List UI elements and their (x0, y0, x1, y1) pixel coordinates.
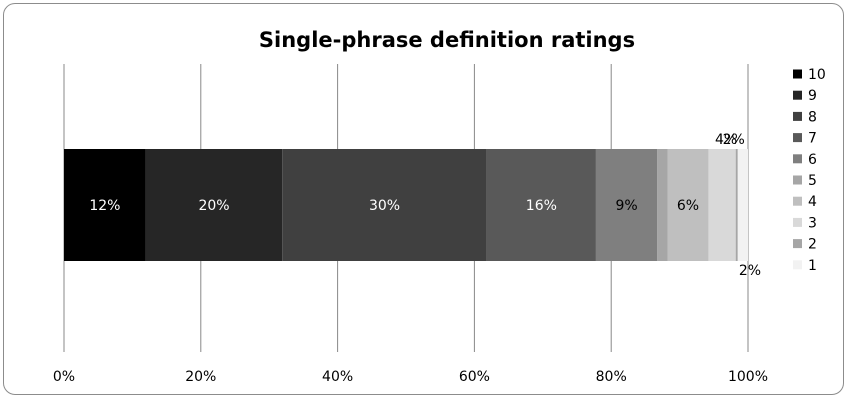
data-label: 16% (526, 198, 557, 214)
legend-label: 5 (808, 173, 817, 189)
data-label: 4% (715, 132, 737, 148)
data-label: 2% (739, 263, 761, 279)
legend-swatch-6 (793, 154, 802, 164)
bar-segment-10 (64, 149, 146, 261)
data-label: 30% (369, 198, 400, 214)
x-tick-label: 60% (459, 369, 490, 385)
legend-label: 4 (808, 194, 817, 210)
x-tick-label: 100% (728, 369, 768, 385)
legend-swatch-4 (793, 196, 802, 206)
legend-label: 8 (808, 109, 817, 125)
legend-label: 3 (808, 215, 817, 231)
legend-label: 2 (808, 237, 817, 253)
legend-swatch-7 (793, 133, 802, 143)
legend-swatch-5 (793, 175, 802, 185)
bar-segment-2 (735, 149, 738, 261)
bar-segment-9 (145, 149, 283, 261)
data-label: 9% (616, 198, 638, 214)
chart-title: Single-phrase definition ratings (258, 28, 636, 52)
bar-segment-3 (708, 149, 736, 261)
bar-segment-1 (737, 149, 748, 261)
data-label: 20% (198, 198, 229, 214)
bar-segment-5 (657, 149, 668, 261)
bar-segment-6 (595, 149, 658, 261)
x-tick-label: 40% (322, 369, 353, 385)
x-tick-label: 20% (185, 369, 216, 385)
data-label: 2% (723, 132, 745, 148)
legend-label: 1 (808, 258, 817, 274)
legend-swatch-2 (793, 239, 802, 249)
legend-swatch-1 (793, 260, 802, 270)
legend-label: 10 (808, 67, 826, 83)
bar-segment-4 (667, 149, 709, 261)
data-label: 6% (677, 198, 699, 214)
x-tick-label: 0% (53, 369, 75, 385)
legend-swatch-9 (793, 90, 802, 100)
legend-label: 9 (808, 88, 817, 104)
data-label: 12% (89, 198, 120, 214)
bar-segment-8 (282, 149, 487, 261)
legend-swatch-3 (793, 217, 802, 227)
legend-label: 6 (808, 152, 817, 168)
legend-swatch-8 (793, 111, 802, 121)
legend-swatch-10 (793, 69, 802, 79)
x-tick-label: 80% (596, 369, 627, 385)
bar-segment-7 (486, 149, 596, 261)
legend-label: 7 (808, 131, 817, 147)
